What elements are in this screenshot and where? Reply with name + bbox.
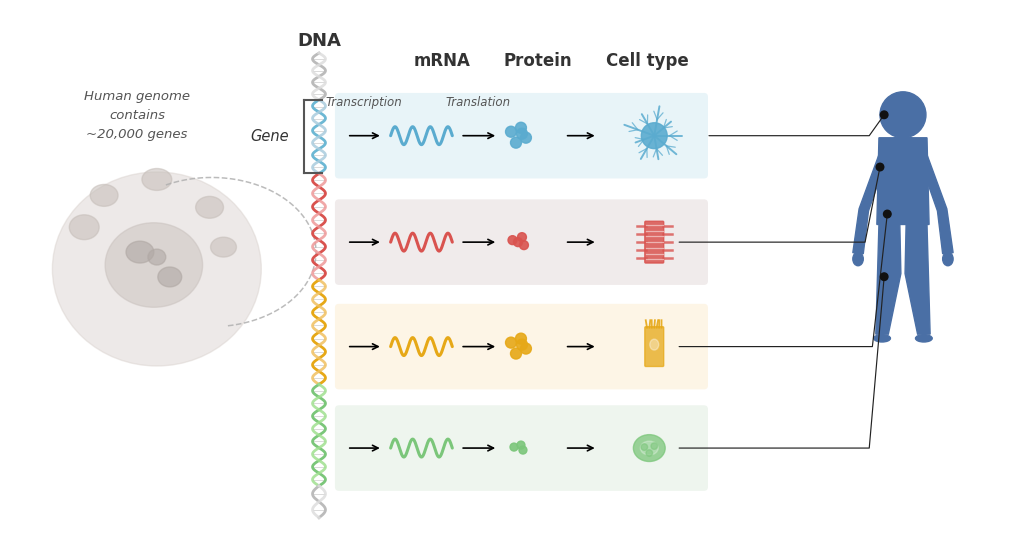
FancyBboxPatch shape — [335, 304, 708, 389]
FancyBboxPatch shape — [645, 221, 664, 263]
Ellipse shape — [853, 252, 863, 266]
FancyBboxPatch shape — [645, 326, 664, 366]
Polygon shape — [877, 138, 929, 224]
Text: Transcription: Transcription — [326, 96, 402, 109]
Circle shape — [519, 241, 528, 250]
Circle shape — [881, 111, 888, 119]
Text: Gene: Gene — [251, 129, 289, 144]
Ellipse shape — [943, 252, 953, 266]
Text: Protein: Protein — [504, 52, 572, 70]
Ellipse shape — [873, 335, 891, 342]
Circle shape — [515, 333, 526, 344]
Polygon shape — [876, 224, 901, 334]
Ellipse shape — [90, 184, 118, 206]
Text: DNA: DNA — [297, 32, 341, 50]
Circle shape — [877, 163, 884, 171]
Ellipse shape — [211, 237, 237, 257]
Circle shape — [506, 337, 516, 348]
FancyBboxPatch shape — [335, 199, 708, 285]
Circle shape — [884, 211, 891, 218]
Circle shape — [508, 236, 517, 245]
Ellipse shape — [634, 434, 666, 461]
Ellipse shape — [915, 335, 932, 342]
Ellipse shape — [70, 215, 99, 240]
Circle shape — [511, 137, 521, 148]
Ellipse shape — [196, 197, 223, 218]
Circle shape — [881, 273, 888, 280]
Polygon shape — [905, 224, 930, 334]
Circle shape — [515, 122, 526, 133]
Circle shape — [510, 443, 518, 451]
Circle shape — [880, 92, 926, 138]
Circle shape — [520, 343, 531, 354]
Ellipse shape — [105, 223, 203, 307]
Circle shape — [520, 132, 531, 143]
Ellipse shape — [126, 241, 154, 263]
Circle shape — [506, 126, 516, 137]
Text: Translation: Translation — [445, 96, 511, 109]
Ellipse shape — [640, 441, 658, 455]
Circle shape — [517, 233, 526, 242]
Circle shape — [516, 339, 527, 350]
Ellipse shape — [142, 169, 172, 191]
Text: Cell type: Cell type — [606, 52, 689, 70]
Polygon shape — [915, 146, 953, 253]
Circle shape — [519, 446, 527, 454]
Circle shape — [651, 443, 657, 449]
Polygon shape — [893, 138, 913, 140]
Text: Human genome
contains
~20,000 genes: Human genome contains ~20,000 genes — [84, 90, 189, 141]
Text: mRNA: mRNA — [414, 52, 471, 70]
Circle shape — [516, 128, 527, 139]
Polygon shape — [853, 146, 891, 253]
Circle shape — [511, 348, 521, 359]
Circle shape — [641, 444, 647, 451]
FancyBboxPatch shape — [335, 405, 708, 491]
Circle shape — [641, 123, 668, 149]
Ellipse shape — [650, 339, 658, 350]
Ellipse shape — [52, 172, 261, 366]
Circle shape — [513, 238, 522, 246]
FancyBboxPatch shape — [335, 93, 708, 178]
Ellipse shape — [147, 249, 166, 265]
Circle shape — [517, 441, 525, 449]
Circle shape — [646, 450, 652, 456]
Ellipse shape — [158, 267, 181, 287]
